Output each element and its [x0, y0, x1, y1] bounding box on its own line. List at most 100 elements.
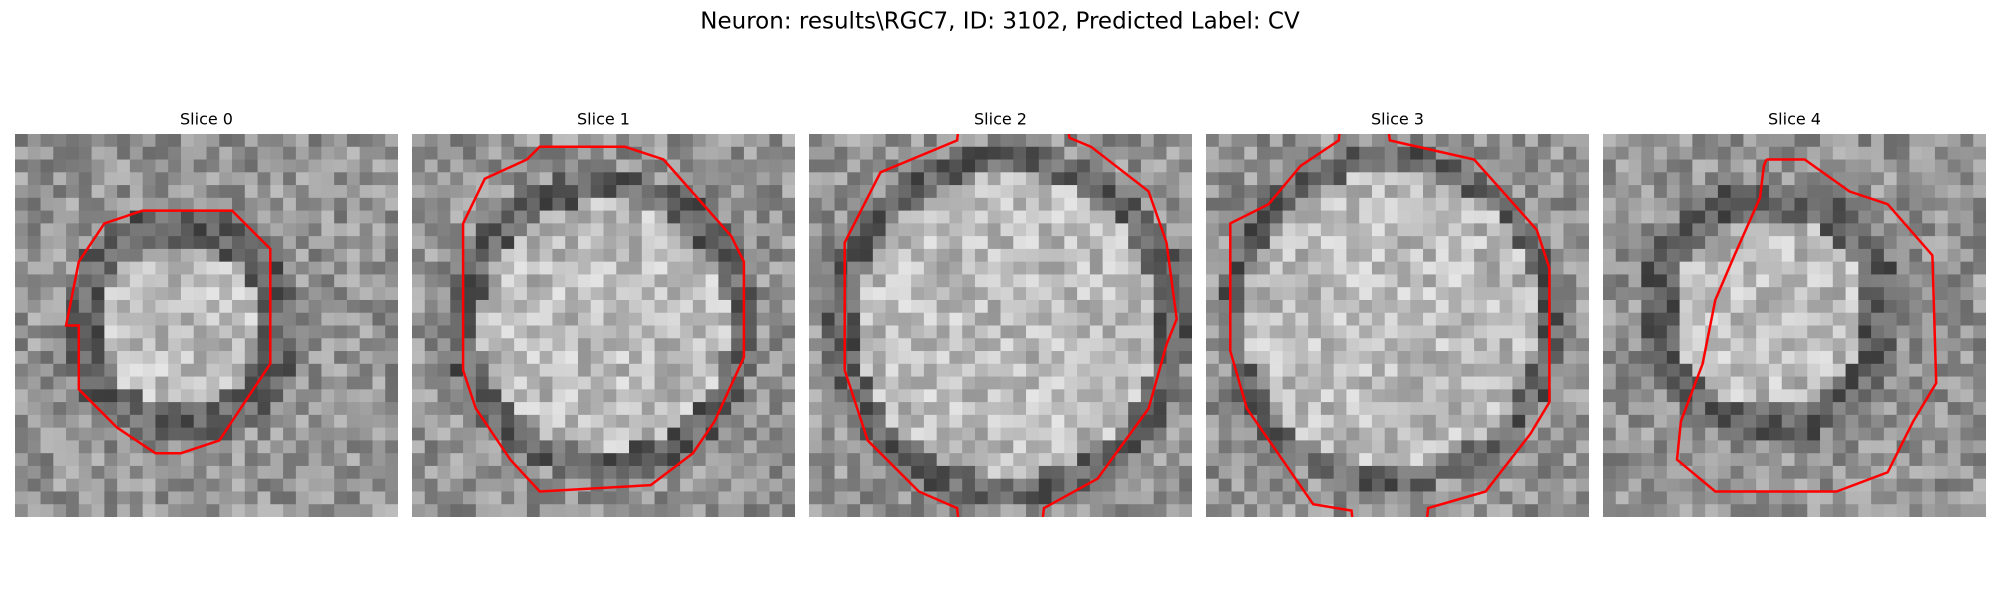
- pixel: [1973, 351, 1986, 365]
- pixel: [1845, 261, 1859, 275]
- pixel: [1499, 159, 1513, 173]
- pixel: [1026, 491, 1040, 505]
- pixel: [412, 248, 426, 263]
- pixel: [1320, 414, 1335, 429]
- pixel: [257, 197, 271, 211]
- pixel: [692, 402, 707, 416]
- pixel: [1166, 236, 1180, 250]
- pixel: [1603, 236, 1617, 250]
- pixel: [1654, 440, 1668, 454]
- pixel: [769, 197, 783, 211]
- pixel: [1308, 312, 1322, 326]
- pixel: [603, 363, 617, 377]
- pixel: [743, 236, 758, 250]
- pixel: [1768, 363, 1783, 377]
- pixel: [129, 363, 144, 377]
- pixel: [577, 159, 592, 173]
- pixel: [936, 223, 950, 237]
- pixel: [1512, 299, 1526, 314]
- pixel: [1410, 440, 1424, 454]
- pixel: [514, 261, 528, 275]
- pixel: [1883, 325, 1898, 339]
- pixel: [1153, 159, 1167, 173]
- pixel: [1743, 453, 1757, 467]
- pixel: [1525, 312, 1539, 326]
- pixel: [321, 210, 335, 224]
- pixel: [1832, 223, 1846, 237]
- pixel: [424, 210, 438, 224]
- pixel: [756, 504, 770, 517]
- pixel: [424, 414, 438, 429]
- pixel: [1320, 197, 1335, 211]
- pixel: [270, 210, 284, 224]
- pixel: [53, 172, 67, 186]
- pixel: [168, 465, 182, 480]
- pixel: [193, 197, 207, 211]
- pixel: [1960, 363, 1974, 377]
- pixel: [1206, 312, 1220, 326]
- pixel: [1537, 389, 1552, 403]
- pixel: [577, 223, 592, 237]
- pixel: [91, 185, 105, 199]
- pixel: [962, 185, 976, 199]
- pixel: [692, 134, 707, 148]
- pixel: [1128, 504, 1142, 517]
- pixel: [1218, 465, 1232, 480]
- pixel: [962, 325, 976, 339]
- pixel: [834, 478, 848, 492]
- pixel: [1550, 376, 1564, 390]
- pixel: [1807, 376, 1821, 390]
- pixel: [1666, 172, 1680, 186]
- pixel: [385, 223, 398, 237]
- pixel: [923, 159, 938, 173]
- pixel: [1615, 210, 1629, 224]
- pixel: [1051, 185, 1065, 199]
- pixel: [501, 185, 515, 199]
- pixel: [424, 402, 438, 416]
- pixel: [308, 402, 322, 416]
- pixel: [1179, 236, 1192, 250]
- pixel: [1794, 261, 1808, 275]
- pixel: [1448, 363, 1462, 377]
- pixel: [40, 389, 54, 403]
- pixel: [1448, 299, 1462, 314]
- pixel: [692, 389, 707, 403]
- pixel: [1705, 389, 1719, 403]
- pixel: [308, 465, 322, 480]
- pixel: [1486, 478, 1501, 492]
- pixel: [1499, 185, 1513, 199]
- pixel: [488, 491, 502, 505]
- pixel: [1474, 453, 1488, 467]
- pixel: [514, 363, 528, 377]
- pixel: [1550, 312, 1564, 326]
- pixel: [1947, 478, 1961, 492]
- pixel: [1166, 491, 1180, 505]
- pixel: [834, 504, 848, 517]
- pixel: [1384, 376, 1398, 390]
- pixel: [359, 172, 373, 186]
- pixel: [756, 376, 770, 390]
- pixel: [424, 223, 438, 237]
- pixel: [1730, 465, 1744, 480]
- pixel: [1947, 185, 1961, 199]
- pixel: [1922, 146, 1936, 160]
- pixel: [1628, 210, 1642, 224]
- pixel: [155, 210, 169, 224]
- pixel: [117, 504, 131, 517]
- pixel: [1781, 261, 1795, 275]
- pixel: [1206, 325, 1220, 339]
- pixel: [872, 185, 886, 199]
- pixel: [1308, 210, 1322, 224]
- pixel: [321, 312, 335, 326]
- pixel: [1448, 261, 1462, 275]
- pixel: [91, 389, 105, 403]
- pixel: [514, 185, 528, 199]
- pixel: [565, 427, 579, 441]
- pixel: [104, 363, 118, 377]
- pixel: [1102, 338, 1116, 352]
- pixel: [117, 299, 131, 314]
- pixel: [1525, 376, 1539, 390]
- pixel: [821, 134, 835, 148]
- pixel: [526, 491, 541, 505]
- pixel: [1768, 491, 1783, 505]
